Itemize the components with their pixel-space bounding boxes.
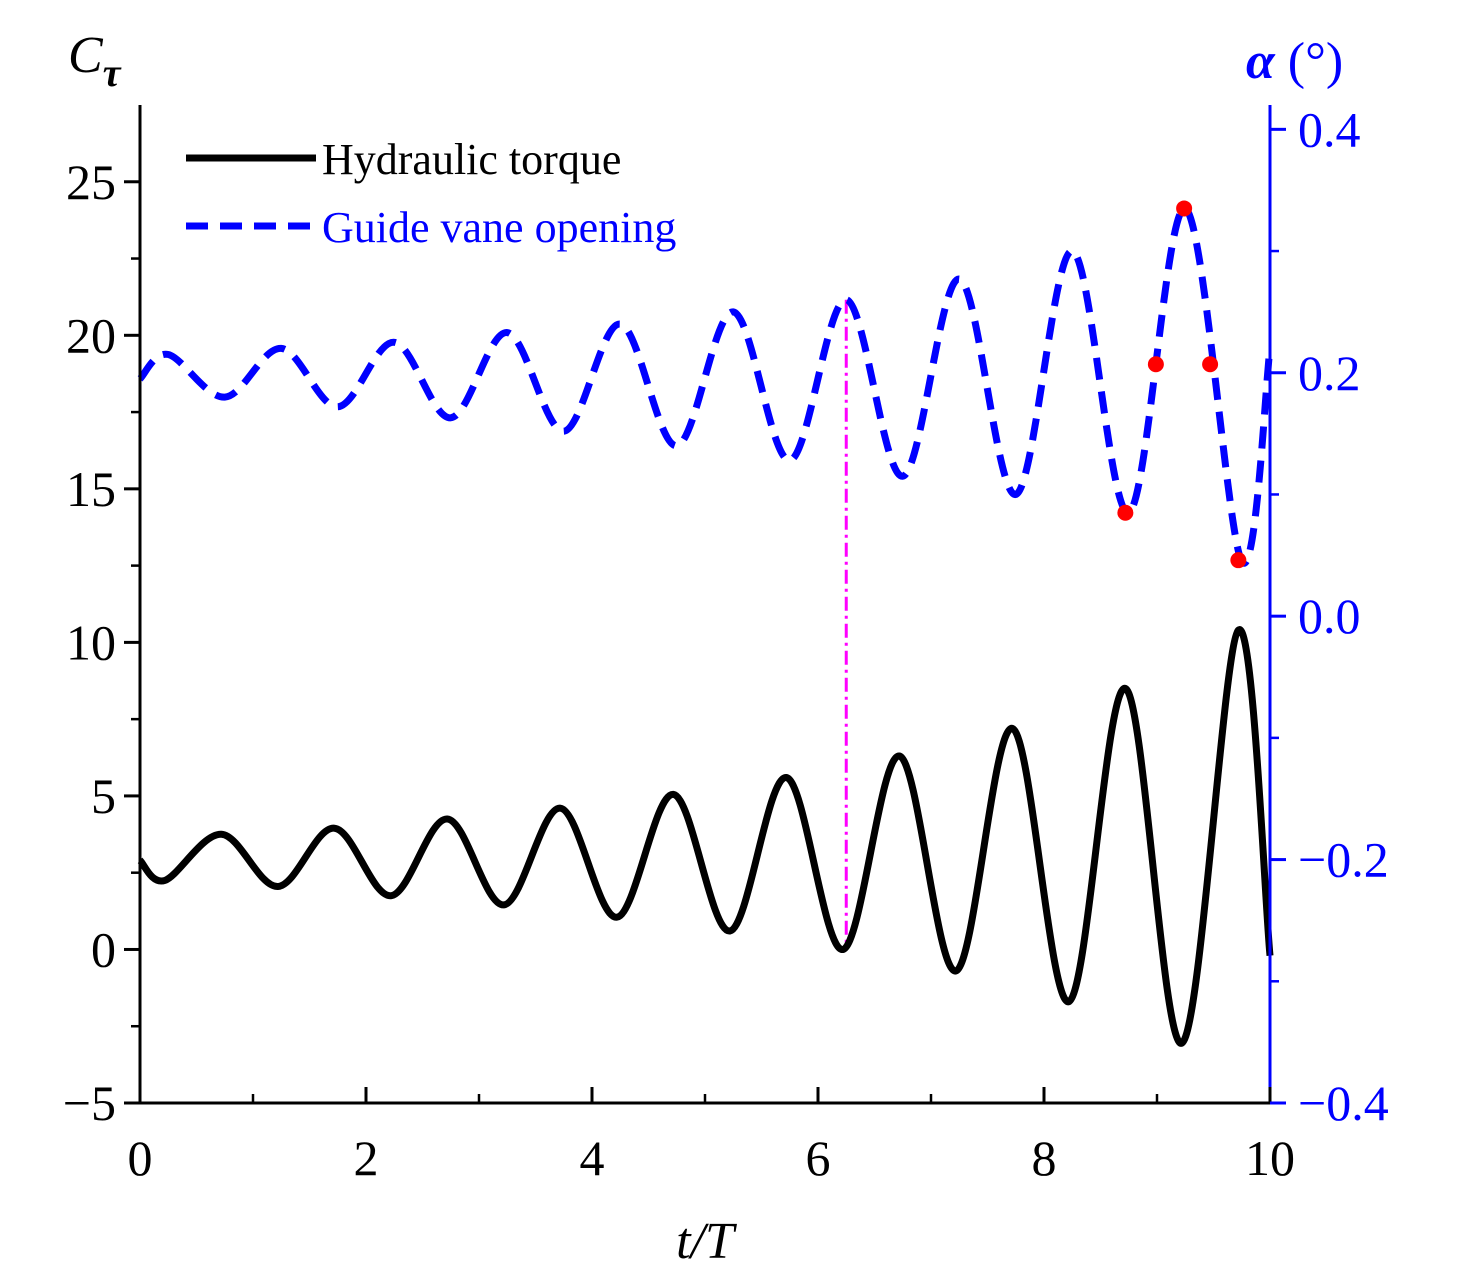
y-left-tick-label: 0 xyxy=(91,921,116,977)
legend-label-hydraulic-torque: Hydraulic torque xyxy=(322,135,621,184)
y-left-tick-label: 10 xyxy=(66,614,116,670)
marker-point xyxy=(1147,356,1164,373)
y-right-tick-label: 0.4 xyxy=(1298,101,1361,157)
axis-titles: Cτ α (°) t/T xyxy=(68,27,1343,1270)
x-tick-label: 2 xyxy=(354,1130,379,1186)
marker-point xyxy=(1117,504,1134,521)
series-line-guide-vane-opening xyxy=(137,204,1274,567)
x-axis-title: t/T xyxy=(676,1213,737,1270)
y-left-tick-label: 15 xyxy=(66,461,116,517)
plot-area xyxy=(137,200,1274,1047)
x-tick-label: 10 xyxy=(1245,1130,1295,1186)
y-right-tick-label: 0.2 xyxy=(1298,345,1361,401)
y-left-tick-label: −5 xyxy=(63,1075,116,1131)
x-tick-label: 6 xyxy=(806,1130,831,1186)
y-left-tick-label: 5 xyxy=(91,768,116,824)
y-right-tick-label: 0.0 xyxy=(1298,588,1361,644)
series-line-hydraulic-torque xyxy=(137,626,1274,1047)
x-tick-label: 4 xyxy=(580,1130,605,1186)
y-left-tick-label: 25 xyxy=(66,154,116,210)
y-right-tick-label: −0.2 xyxy=(1298,832,1389,888)
legend: Hydraulic torque Guide vane opening xyxy=(186,135,676,252)
legend-label-guide-vane-opening: Guide vane opening xyxy=(322,203,676,252)
x-tick-label: 0 xyxy=(128,1130,153,1186)
y-right-axis-title: α (°) xyxy=(1246,33,1343,90)
marker-point xyxy=(1176,200,1193,217)
marker-point xyxy=(1230,552,1247,569)
x-tick-label: 8 xyxy=(1032,1130,1057,1186)
marker-point xyxy=(1202,356,1219,373)
y-left-axis-title: Cτ xyxy=(68,27,122,95)
y-left-tick-label: 20 xyxy=(66,307,116,363)
y-right-tick-label: −0.4 xyxy=(1298,1075,1389,1131)
